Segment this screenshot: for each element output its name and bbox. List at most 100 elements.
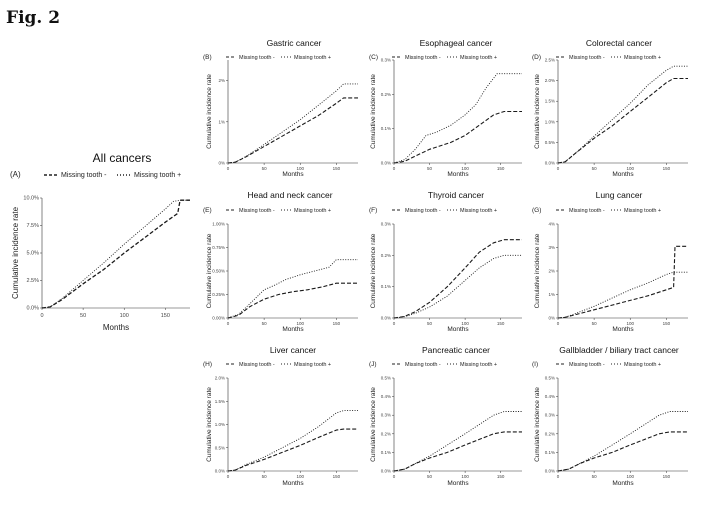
x-tick-label: 0	[393, 321, 396, 326]
legend-label-plus: Missing tooth +	[134, 172, 181, 179]
y-tick-label: 10.0%	[23, 196, 39, 202]
y-tick-label: 2%	[548, 269, 555, 274]
panel-label: (C)	[369, 54, 378, 61]
legend-label-plus: Missing tooth +	[294, 55, 331, 61]
y-tick-label: 0.3%	[545, 413, 555, 418]
x-tick-label: 50	[592, 474, 598, 479]
x-tick-label: 0	[557, 321, 560, 326]
panel-label: (J)	[369, 361, 377, 368]
x-tick-label: 150	[497, 474, 505, 479]
y-tick-label: 2.0%	[215, 376, 225, 381]
y-axis-label: Cumulative incidence rate	[206, 387, 213, 462]
y-axis-label: Cumulative incidence rate	[206, 233, 213, 308]
series-line-missing-tooth-plus	[393, 254, 522, 319]
y-tick-label: 2.0%	[545, 78, 555, 83]
panel-c: Esophageal cancer (C) Missing tooth - Missi…	[369, 38, 522, 178]
legend-label-minus: Missing tooth -	[239, 362, 275, 368]
y-tick-label: 0%	[218, 161, 225, 166]
y-tick-label: 0.5%	[545, 376, 555, 381]
legend-label-plus: Missing tooth +	[624, 208, 661, 214]
x-tick-label: 150	[663, 474, 671, 479]
y-tick-label: 0.50%	[212, 269, 225, 274]
x-tick-label: 0	[227, 321, 230, 326]
x-axis-label: Months	[447, 326, 469, 333]
x-tick-label: 0	[393, 474, 396, 479]
y-axis-label: Cumulative incidence rate	[370, 233, 377, 308]
panel-label: (H)	[203, 361, 212, 368]
x-axis-label: Months	[612, 171, 634, 178]
legend-label-minus: Missing tooth -	[61, 172, 107, 179]
series-line-missing-tooth-minus	[227, 282, 358, 319]
panel-title: Liver cancer	[270, 345, 316, 355]
x-axis-label: Months	[447, 480, 469, 487]
panel-label: (F)	[369, 207, 377, 214]
x-tick-label: 50	[262, 166, 268, 171]
series-line-missing-tooth-minus	[393, 431, 522, 472]
panel-title: Gallbladder / biliary tract cancer	[559, 345, 679, 355]
x-tick-label: 0	[227, 474, 230, 479]
x-axis-label: Months	[282, 171, 304, 178]
x-tick-label: 150	[497, 166, 505, 171]
y-tick-label: 0.5%	[545, 140, 555, 145]
series-line-missing-tooth-plus	[557, 411, 688, 472]
y-axis-label: Cumulative incidence rate	[370, 74, 377, 149]
y-tick-label: 0.2%	[381, 431, 391, 436]
x-axis-label: Months	[612, 326, 634, 333]
y-tick-label: 1.5%	[215, 399, 225, 404]
y-tick-label: 2%	[218, 78, 225, 83]
panel-title: Pancreatic cancer	[422, 345, 490, 355]
x-tick-label: 150	[333, 474, 341, 479]
series-line-missing-tooth-plus	[41, 199, 190, 309]
y-tick-label: 0%	[548, 316, 555, 321]
x-tick-label: 50	[427, 321, 433, 326]
panel-label: (E)	[203, 207, 212, 214]
y-tick-label: 0.0%	[381, 316, 391, 321]
legend-label-plus: Missing tooth +	[294, 362, 331, 368]
y-tick-label: 0.0%	[545, 469, 555, 474]
y-tick-label: 0.5%	[215, 445, 225, 450]
y-tick-label: 0.0%	[381, 469, 391, 474]
x-tick-label: 100	[296, 166, 304, 171]
x-axis-label: Months	[447, 171, 469, 178]
x-tick-label: 100	[626, 166, 634, 171]
y-tick-label: 0.1%	[545, 450, 555, 455]
panel-title: Thyroid cancer	[428, 190, 484, 200]
series-line-missing-tooth-minus	[557, 77, 688, 164]
legend-label-plus: Missing tooth +	[294, 208, 331, 214]
series-line-missing-tooth-minus	[41, 199, 190, 309]
x-axis-label: Months	[612, 480, 634, 487]
y-tick-label: 0.0%	[26, 306, 39, 312]
x-tick-label: 100	[461, 321, 469, 326]
series-line-missing-tooth-plus	[557, 271, 688, 319]
legend-label-plus: Missing tooth +	[460, 362, 497, 368]
panel-title: Colorectal cancer	[586, 38, 652, 48]
series-line-missing-tooth-minus	[557, 431, 688, 472]
x-tick-label: 100	[296, 321, 304, 326]
panel-label: (B)	[203, 54, 212, 61]
y-tick-label: 0.0%	[545, 161, 555, 166]
y-axis-label: Cumulative incidence rate	[206, 74, 213, 149]
y-tick-label: 2.5%	[545, 58, 555, 63]
x-axis-label: Months	[282, 326, 304, 333]
legend-label-minus: Missing tooth -	[405, 208, 441, 214]
legend-label-plus: Missing tooth +	[624, 55, 661, 61]
series-line-missing-tooth-minus	[227, 97, 358, 164]
legend-label-minus: Missing tooth -	[569, 208, 605, 214]
x-tick-label: 50	[592, 166, 598, 171]
y-tick-label: 0.5%	[381, 376, 391, 381]
y-tick-label: 0.2%	[381, 253, 391, 258]
x-tick-label: 0	[557, 166, 560, 171]
y-tick-label: 0.1%	[381, 450, 391, 455]
y-axis-label: Cumulative incidence rate	[534, 387, 541, 462]
y-tick-label: 0.0%	[381, 161, 391, 166]
panel-i: Gallbladder / biliary tract cancer (I) Mis…	[532, 345, 688, 487]
legend-label-minus: Missing tooth -	[569, 55, 605, 61]
y-axis-label: Cumulative incidence rate	[11, 206, 20, 299]
x-tick-label: 50	[427, 474, 433, 479]
panel-title: Lung cancer	[596, 190, 643, 200]
x-tick-label: 50	[592, 321, 598, 326]
y-tick-label: 0.3%	[381, 222, 391, 227]
x-tick-label: 100	[461, 474, 469, 479]
figure-label: Fig. 2	[6, 8, 61, 28]
